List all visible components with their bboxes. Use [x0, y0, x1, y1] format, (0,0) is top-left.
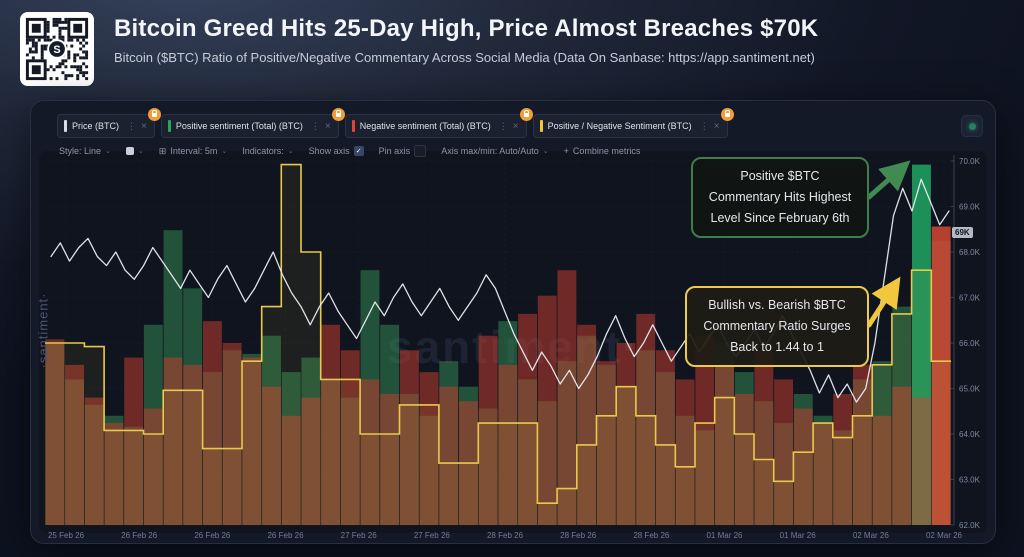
tab-color-bar: [167, 120, 171, 132]
show-axis-toggle[interactable]: Show axis ✓: [309, 146, 364, 156]
annotation-line: Commentary Ratio Surges: [703, 319, 851, 333]
tab-close-icon[interactable]: ×: [141, 120, 147, 132]
tab-close-icon[interactable]: ×: [324, 120, 331, 132]
svg-text:66.0K: 66.0K: [959, 339, 981, 348]
lock-icon: [523, 109, 530, 117]
indicators-label: Indicators:: [242, 146, 284, 156]
lock-icon: [151, 109, 158, 117]
annotation-ratio-surge: Bullish vs. Bearish $BTC Commentary Rati…: [685, 286, 869, 367]
tab-label: Price (BTC): [72, 121, 119, 131]
tab-menu-icon[interactable]: ⋮: [127, 120, 136, 131]
svg-text:01 Mar 26: 01 Mar 26: [780, 531, 817, 540]
indicators-dropdown[interactable]: Indicators: ⌄: [242, 146, 293, 156]
svg-text:69.0K: 69.0K: [959, 203, 981, 212]
chart-canvas[interactable]: santiment·70.0K69.0K68.0K67.0K66.0K65.0K…: [31, 101, 995, 543]
tab-menu-icon[interactable]: ⋮: [498, 120, 508, 131]
axis-maxmin-label: Axis max/min: Auto/Auto: [441, 146, 539, 156]
plus-icon: +: [563, 146, 569, 156]
annotation-line: Positive $BTC: [740, 169, 820, 183]
svg-text:67.0K: 67.0K: [959, 294, 981, 303]
svg-text:28 Feb 26: 28 Feb 26: [560, 531, 597, 540]
premium-lock-badge: [720, 108, 734, 121]
status-dot-icon: [968, 122, 976, 130]
pin-axis-toggle[interactable]: Pin axis: [379, 145, 427, 157]
tab-label: Positive sentiment (Total) (BTC): [175, 121, 303, 131]
color-swatch-dropdown[interactable]: ⌄: [125, 147, 144, 155]
current-price-badge: 69K: [952, 227, 973, 238]
chevron-down-icon: ⌄: [137, 148, 144, 155]
svg-text:01 Mar 26: 01 Mar 26: [706, 531, 743, 540]
header: S Bitcoin Greed Hits 25-Day High, Price …: [20, 12, 1004, 86]
svg-text:68.0K: 68.0K: [959, 248, 981, 257]
svg-text:70.0K: 70.0K: [959, 157, 981, 166]
style-label: Style: Line: [59, 146, 102, 156]
header-titles: Bitcoin Greed Hits 25-Day High, Price Al…: [114, 12, 818, 65]
combine-metrics-button[interactable]: + Combine metrics: [564, 146, 641, 156]
tab-positive-sentiment[interactable]: Positive sentiment (Total) (BTC) ⋮ ×: [160, 108, 345, 138]
svg-text:65.0K: 65.0K: [959, 385, 981, 394]
tab-pos-neg-ratio[interactable]: Positive / Negative Sentiment (BTC) ⋮ ×: [532, 108, 734, 138]
expand-button[interactable]: [961, 115, 983, 137]
chevron-down-icon: ⌄: [287, 148, 294, 155]
premium-lock-badge: [331, 108, 345, 121]
style-dropdown[interactable]: Style: Line ⌄: [59, 146, 111, 156]
tab-label: Negative sentiment (Total) (BTC): [359, 121, 491, 131]
axis-maxmin-dropdown[interactable]: Axis max/min: Auto/Auto ⌄: [441, 146, 548, 156]
svg-text:26 Feb 26: 26 Feb 26: [267, 531, 304, 540]
svg-text:27 Feb 26: 27 Feb 26: [341, 531, 378, 540]
pin-axis-checkbox[interactable]: [414, 145, 427, 157]
annotation-line: Bullish vs. Bearish $BTC: [708, 298, 846, 312]
page-title: Bitcoin Greed Hits 25-Day High, Price Al…: [114, 15, 819, 42]
interval-dropdown[interactable]: ⊞ Interval: 5m ⌄: [159, 146, 227, 157]
combine-metrics-label: Combine metrics: [572, 146, 641, 156]
annotation-line: Commentary Hits Highest: [708, 190, 852, 204]
lock-icon: [724, 109, 731, 117]
interval-label: Interval: 5m: [170, 146, 218, 156]
metric-tabs: Price (BTC) ⋮ × Positive sentiment (Tota…: [57, 108, 734, 138]
svg-text:02 Mar 26: 02 Mar 26: [926, 531, 963, 540]
svg-text:28 Feb 26: 28 Feb 26: [487, 531, 524, 540]
chevron-down-icon: ⌄: [221, 148, 228, 155]
tab-menu-icon[interactable]: ⋮: [310, 120, 320, 131]
svg-text:26 Feb 26: 26 Feb 26: [121, 531, 158, 540]
pin-axis-label: Pin axis: [378, 146, 411, 156]
chart-panel: Price (BTC) ⋮ × Positive sentiment (Tota…: [30, 100, 996, 544]
tab-color-bar: [351, 120, 355, 132]
show-axis-label: Show axis: [308, 146, 350, 156]
premium-lock-badge: [519, 108, 533, 121]
svg-text:02 Mar 26: 02 Mar 26: [853, 531, 890, 540]
svg-text:S: S: [53, 44, 60, 56]
calendar-icon: ⊞: [158, 145, 167, 156]
color-swatch: [125, 147, 134, 155]
chart-toolbar: Style: Line ⌄ ⌄ ⊞ Interval: 5m ⌄ Indicat…: [59, 145, 640, 157]
annotation-line: Back to 1.44 to 1: [730, 340, 824, 354]
svg-text:62.0K: 62.0K: [959, 521, 981, 530]
tab-menu-icon[interactable]: ⋮: [699, 120, 709, 131]
svg-text:28 Feb 26: 28 Feb 26: [633, 531, 670, 540]
svg-text:27 Feb 26: 27 Feb 26: [414, 531, 451, 540]
tab-price-btc[interactable]: Price (BTC) ⋮ ×: [57, 108, 161, 138]
tab-color-bar: [539, 120, 543, 132]
premium-lock-badge: [147, 108, 161, 121]
svg-text:25 Feb 26: 25 Feb 26: [48, 531, 85, 540]
annotation-line: Level Since February 6th: [710, 211, 850, 225]
chevron-down-icon: ⌄: [542, 148, 549, 155]
tab-color-bar: [64, 120, 67, 132]
tab-close-icon[interactable]: ×: [512, 120, 519, 132]
svg-text:63.0K: 63.0K: [959, 476, 981, 485]
svg-text:64.0K: 64.0K: [959, 430, 981, 439]
tab-negative-sentiment[interactable]: Negative sentiment (Total) (BTC) ⋮ ×: [344, 108, 533, 138]
show-axis-checkbox[interactable]: ✓: [353, 146, 364, 156]
page-subtitle: Bitcoin ($BTC) Ratio of Positive/Negativ…: [114, 50, 815, 65]
chevron-down-icon: ⌄: [105, 148, 111, 155]
svg-text:26 Feb 26: 26 Feb 26: [194, 531, 231, 540]
annotation-positive-commentary: Positive $BTC Commentary Hits Highest Le…: [691, 157, 869, 238]
tab-close-icon[interactable]: ×: [713, 120, 720, 132]
qr-code: S: [20, 12, 94, 86]
tab-label: Positive / Negative Sentiment (BTC): [547, 121, 692, 131]
lock-icon: [335, 109, 342, 117]
santiment-vertical-watermark: ·santiment·: [35, 292, 51, 369]
